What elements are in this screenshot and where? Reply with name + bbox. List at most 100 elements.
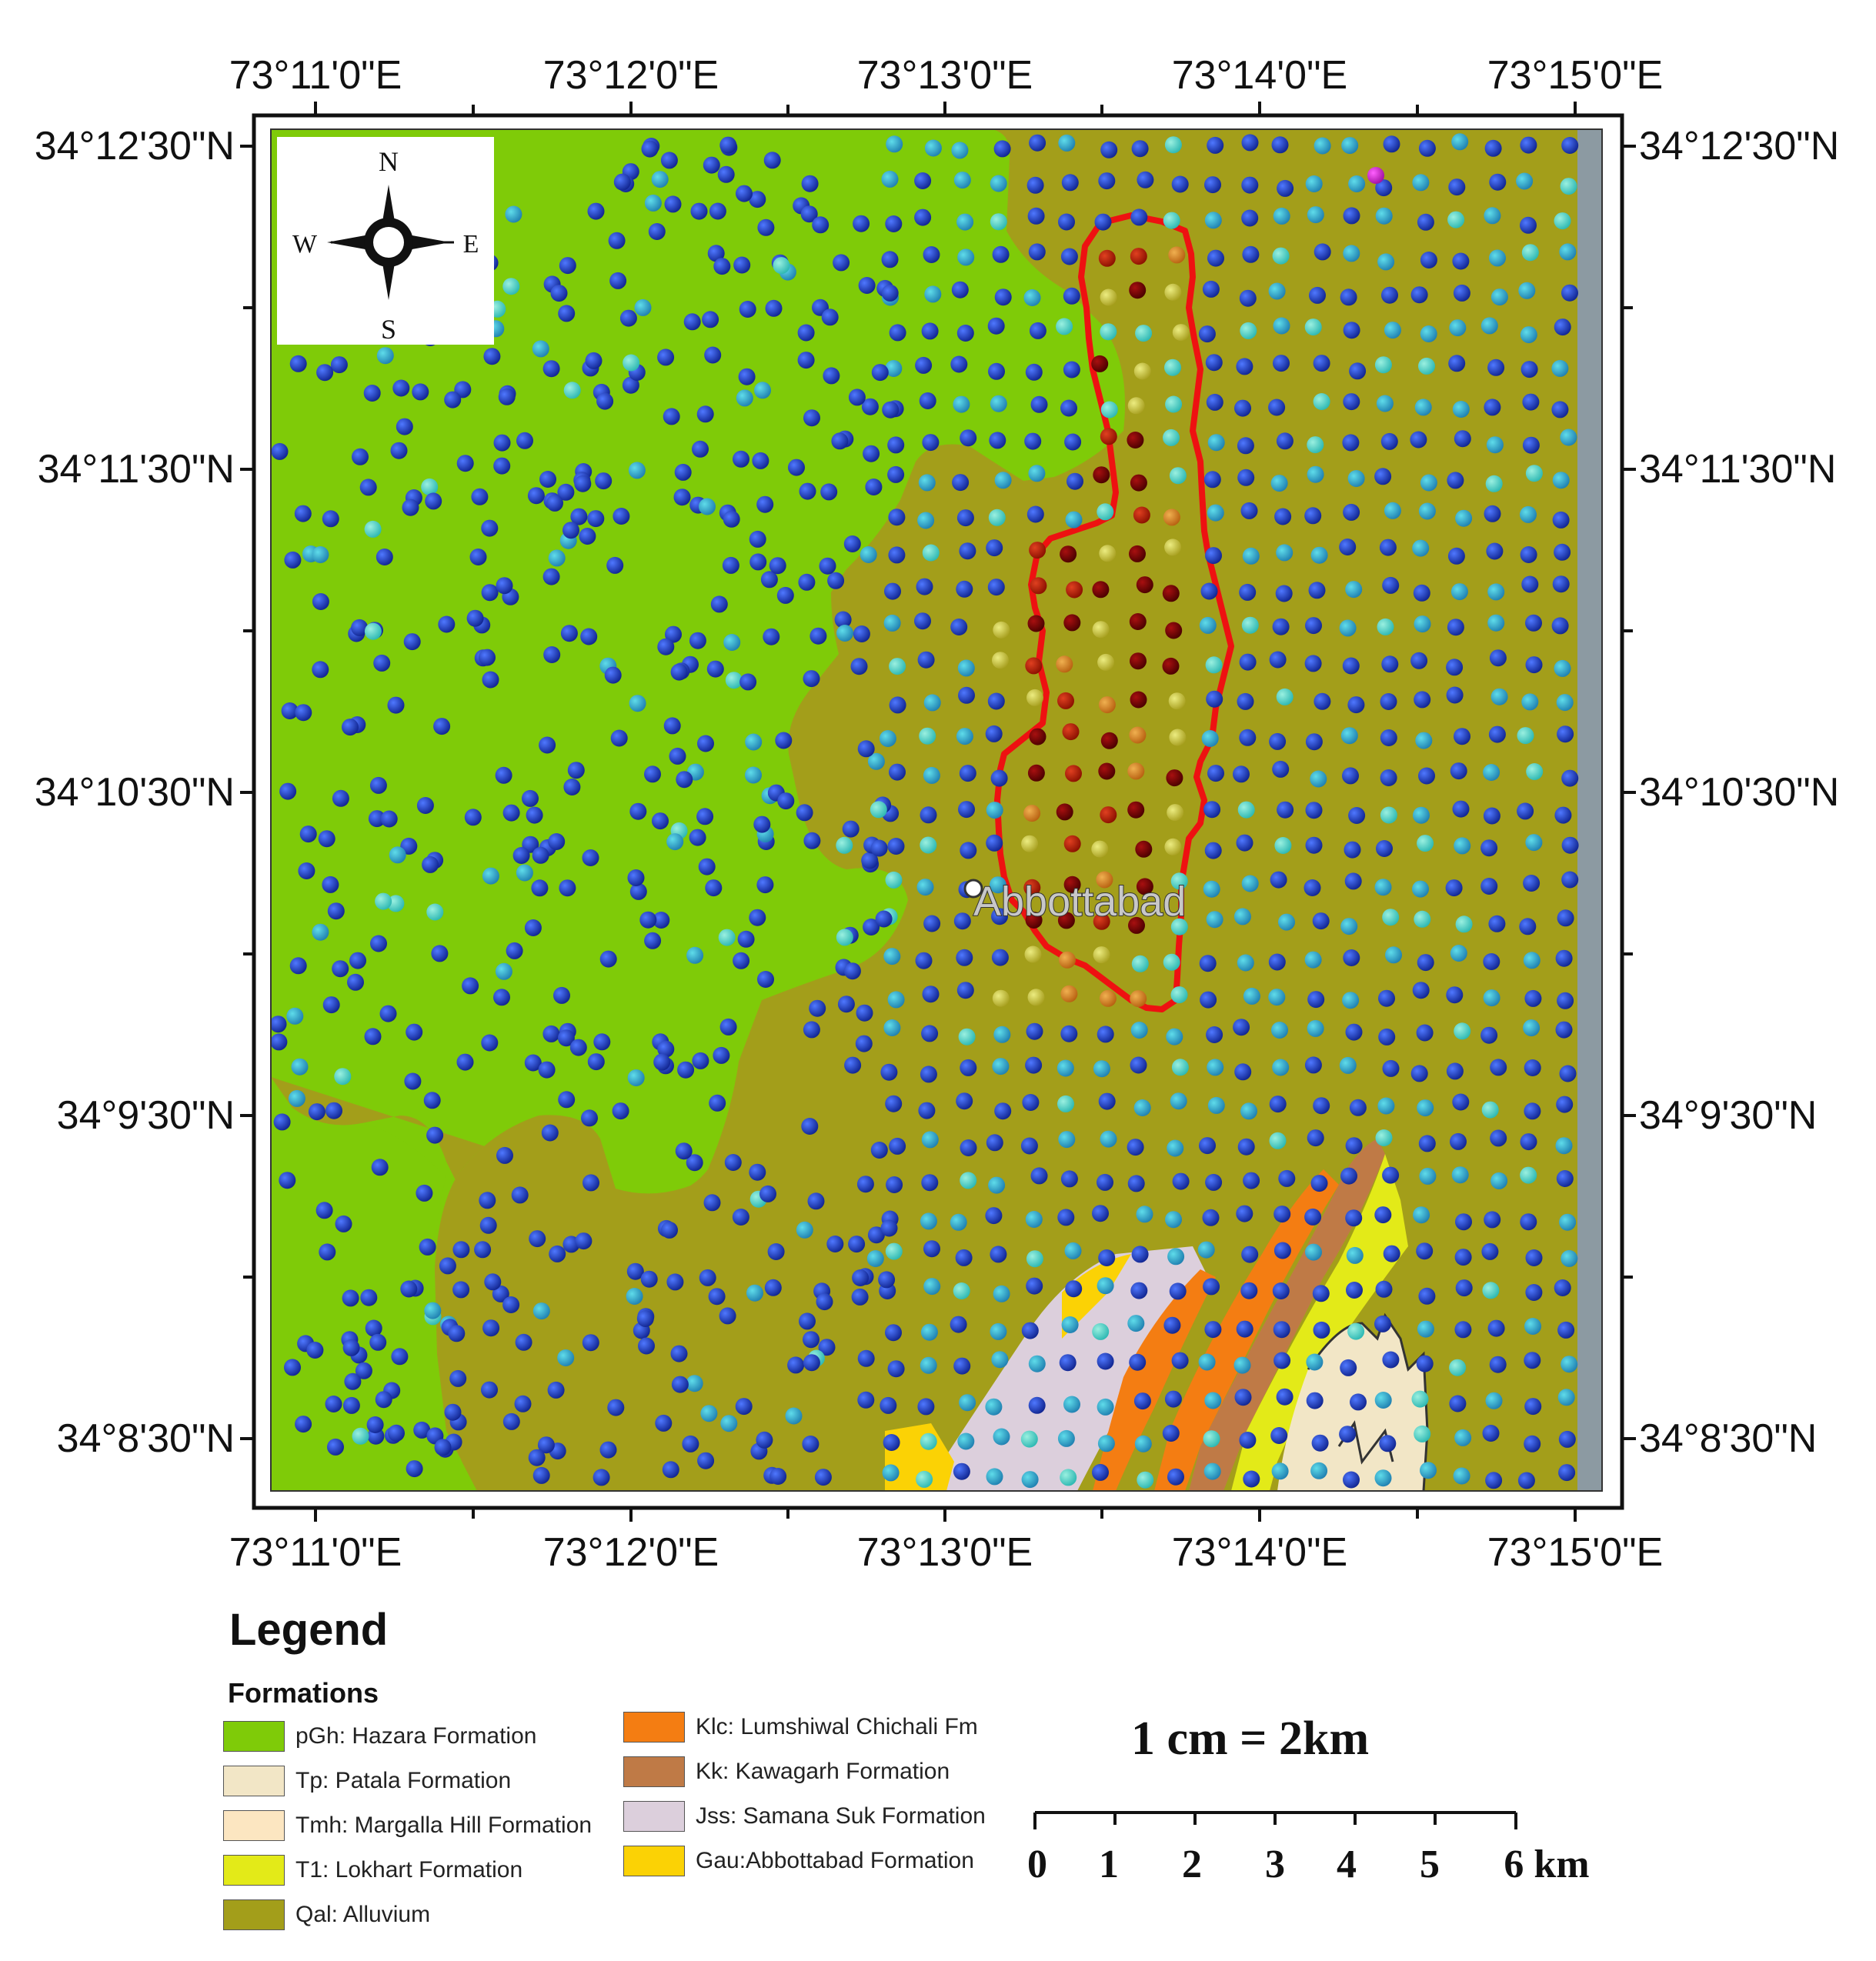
sample-point	[850, 658, 868, 675]
sample-point	[1131, 955, 1149, 972]
sample-point	[1273, 1321, 1290, 1339]
sample-point	[1129, 613, 1147, 630]
lon-label-top: 73°14'0"E	[1172, 53, 1347, 98]
sample-point	[749, 553, 767, 571]
sample-point	[960, 842, 977, 859]
sample-point	[1205, 656, 1223, 674]
sample-point	[1454, 1429, 1472, 1446]
sample-point	[1236, 834, 1253, 852]
sample-point	[1207, 765, 1224, 782]
sample-point	[1092, 621, 1110, 639]
sample-point	[1270, 1427, 1288, 1444]
sample-point	[860, 546, 877, 563]
sample-point	[502, 804, 520, 822]
sample-point	[787, 1356, 805, 1374]
sample-point	[719, 1018, 737, 1036]
sample-point	[1310, 1175, 1328, 1192]
sample-point	[1203, 1278, 1220, 1296]
sample-point	[1092, 581, 1110, 599]
sample-point	[994, 472, 1012, 489]
sample-point	[506, 942, 523, 959]
sample-point	[1339, 619, 1357, 637]
sample-point	[1168, 246, 1186, 264]
sample-point	[739, 673, 757, 691]
sample-point	[1171, 1352, 1189, 1369]
sample-point	[1554, 659, 1571, 677]
legend-item: Qal: Alluvium	[223, 1898, 430, 1932]
sample-point	[1481, 1242, 1499, 1260]
scale-tick-label: 6 km	[1504, 1843, 1589, 1886]
sample-point	[1526, 763, 1544, 780]
sample-point	[312, 923, 329, 941]
sample-point	[753, 815, 771, 833]
sample-point	[1240, 322, 1257, 339]
sample-point	[560, 625, 578, 642]
sample-point	[1030, 577, 1047, 595]
sample-point	[371, 1159, 389, 1176]
sample-point	[1417, 1320, 1434, 1338]
sample-point	[880, 1219, 898, 1237]
sample-point	[1276, 1388, 1294, 1406]
sample-point	[856, 1176, 874, 1193]
sample-point	[332, 789, 349, 807]
sample-point	[1207, 434, 1225, 452]
sample-point	[1099, 989, 1117, 1007]
sample-point	[613, 173, 631, 191]
sample-point	[1414, 615, 1431, 633]
sample-point	[342, 1396, 360, 1414]
sample-point	[279, 782, 297, 800]
sample-point	[474, 1241, 492, 1259]
sample-point	[387, 696, 405, 714]
sample-point	[1343, 949, 1360, 966]
sample-point	[1093, 1060, 1110, 1078]
sample-point	[1233, 1356, 1251, 1374]
sample-point	[1412, 174, 1430, 192]
sample-point	[1240, 1102, 1257, 1120]
sample-point	[692, 440, 709, 458]
sample-point	[1203, 801, 1221, 819]
sample-point	[365, 1319, 382, 1337]
sample-point	[785, 1407, 803, 1425]
sample-point	[1412, 539, 1430, 557]
sample-point	[396, 418, 413, 435]
sample-point	[1130, 1022, 1148, 1039]
sample-point	[648, 223, 666, 240]
sample-point	[950, 1316, 967, 1333]
sample-point	[364, 1028, 382, 1046]
scale-tick-label: 2	[1182, 1843, 1202, 1886]
sample-point	[483, 348, 501, 365]
sample-point	[960, 429, 977, 447]
sample-point	[1483, 807, 1500, 825]
sample-point	[885, 1242, 903, 1260]
sample-point	[388, 1424, 405, 1442]
sample-point	[1130, 1282, 1148, 1299]
sample-point	[950, 1213, 967, 1231]
sample-point	[318, 830, 335, 848]
sample-point	[1447, 472, 1464, 489]
legend-label: Tp: Patala Formation	[295, 1768, 512, 1793]
sample-point	[1452, 252, 1470, 270]
sample-point	[1239, 1432, 1257, 1449]
sample-point	[1056, 655, 1073, 673]
sample-point	[920, 1212, 937, 1230]
sample-point	[1524, 1352, 1541, 1369]
sample-point	[809, 627, 827, 645]
sample-point	[1026, 1022, 1043, 1040]
sample-point	[1413, 806, 1430, 824]
sample-point	[610, 729, 628, 747]
sample-point	[612, 1102, 629, 1120]
sample-point	[918, 1102, 936, 1119]
sample-point	[803, 1331, 819, 1349]
sample-point	[1060, 248, 1078, 265]
sample-point	[1206, 911, 1223, 929]
sample-point	[1100, 806, 1117, 824]
sample-point	[404, 1072, 422, 1090]
sample-point	[1490, 1059, 1507, 1076]
sample-point	[1025, 1056, 1043, 1074]
scale-bar	[1033, 1811, 1517, 1829]
sample-point	[532, 846, 549, 864]
sample-point	[1305, 175, 1323, 192]
sample-point	[479, 1192, 496, 1209]
sample-point	[1022, 1094, 1040, 1111]
sample-point	[582, 1174, 599, 1192]
